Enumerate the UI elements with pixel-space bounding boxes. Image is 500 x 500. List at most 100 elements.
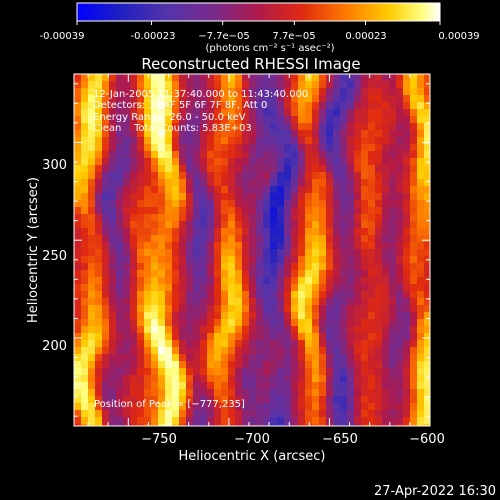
heatmap-cell [256,354,264,362]
heatmap-cell [347,88,355,96]
heatmap-cell [172,116,180,124]
heatmap-cell [193,389,201,397]
heatmap-cell [235,333,243,341]
heatmap-cell [305,354,313,362]
heatmap-cell [389,242,397,250]
heatmap-cell [382,284,390,292]
heatmap-cell [284,368,292,376]
heatmap-cell [165,228,173,236]
heatmap-cell [214,368,222,376]
colorbar-tick-label-5: 0.00039 [438,31,479,42]
heatmap-cell [116,284,124,292]
heatmap-cell [361,165,369,173]
heatmap-cell [179,256,187,264]
heatmap-cell [228,326,236,334]
heatmap-cell [424,81,430,89]
heatmap-cell [81,256,89,264]
heatmap-cell [424,305,430,313]
heatmap-cell [354,361,362,369]
heatmap-cell [375,277,383,285]
heatmap-cell [298,193,306,201]
heatmap-cell [200,361,208,369]
heatmap-cell [130,123,138,131]
heatmap-cell [186,200,194,208]
heatmap-cell [410,382,418,390]
heatmap-cell [291,312,299,320]
heatmap-cell [291,207,299,215]
heatmap-cell [151,354,159,362]
heatmap-cell [81,277,89,285]
heatmap-cell [95,186,103,194]
heatmap-cell [403,270,411,278]
heatmap-cell [95,221,103,229]
heatmap-cell [102,340,110,348]
heatmap-cell [221,144,229,152]
heatmap-cell [326,193,334,201]
heatmap-cell [284,130,292,138]
heatmap-cell [235,95,243,103]
heatmap-cell [389,81,397,89]
heatmap-cell [263,298,271,306]
heatmap-cell [263,340,271,348]
heatmap-cell [221,284,229,292]
heatmap-cell [179,102,187,110]
heatmap-cell [200,158,208,166]
heatmap-cell [242,375,250,383]
heatmap-cell [151,123,159,131]
heatmap-cell [354,403,362,411]
heatmap-cell [319,123,327,131]
heatmap-cell [396,88,404,96]
heatmap-cell [291,221,299,229]
heatmap-cell [151,263,159,271]
heatmap-cell [326,151,334,159]
heatmap-cell [284,74,292,82]
heatmap-cell [214,109,222,117]
heatmap-cell [291,347,299,355]
heatmap-cell [333,116,341,124]
heatmap-cell [361,319,369,327]
heatmap-cell [284,193,292,201]
heatmap-cell [347,333,355,341]
heatmap-cell [193,221,201,229]
heatmap-cell [151,235,159,243]
heatmap-cell [375,249,383,257]
heatmap-cell [214,179,222,187]
heatmap-cell [410,277,418,285]
heatmap-cell [417,368,425,376]
heatmap-cell [249,186,257,194]
heatmap-cell [95,123,103,131]
heatmap-cell [109,326,117,334]
heatmap-cell [256,228,264,236]
heatmap-cell [158,417,166,425]
heatmap-cell [396,179,404,187]
heatmap-cell [116,270,124,278]
heatmap-cell [172,123,180,131]
heatmap-cell [116,319,124,327]
heatmap-cell [88,151,96,159]
heatmap-cell [410,95,418,103]
heatmap-cell [165,312,173,320]
heatmap-cell [137,319,145,327]
heatmap-cell [74,74,82,82]
heatmap-cell [382,137,390,145]
heatmap-cell [319,382,327,390]
heatmap-cell [403,263,411,271]
colorbar-tick-label-3: 7.7e−05 [272,31,315,42]
heatmap-cell [123,249,131,257]
heatmap-cell [116,74,124,82]
heatmap-cell [277,368,285,376]
heatmap-cell [424,116,430,124]
heatmap-cell [277,263,285,271]
heatmap-cell [158,249,166,257]
heatmap-cell [403,172,411,180]
heatmap-cell [130,151,138,159]
heatmap-cell [326,319,334,327]
heatmap-cell [242,193,250,201]
heatmap-cell [319,312,327,320]
heatmap-cell [424,417,430,425]
heatmap-cell [123,284,131,292]
heatmap-cell [312,340,320,348]
heatmap-cell [102,284,110,292]
heatmap-cell [158,179,166,187]
heatmap-cell [396,242,404,250]
